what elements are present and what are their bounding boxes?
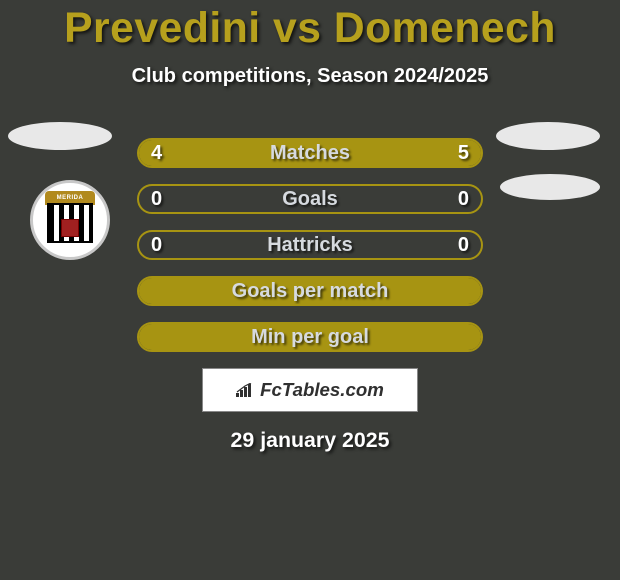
bar-row: 0Hattricks0	[137, 230, 483, 260]
bar-row: 0Goals0	[137, 184, 483, 214]
bar-row: Min per goal	[137, 322, 483, 352]
brand-box: FcTables.com	[202, 368, 418, 412]
bar-value-right: 0	[458, 232, 469, 258]
bar-row: 4Matches5	[137, 138, 483, 168]
bar-label: Goals	[139, 186, 481, 212]
bar-label: Hattricks	[139, 232, 481, 258]
comparison-bars: 4Matches50Goals00Hattricks0Goals per mat…	[137, 138, 483, 352]
brand-bars-icon	[236, 383, 256, 397]
brand-text: FcTables.com	[260, 379, 384, 401]
club-badge-emblem-icon	[61, 219, 79, 237]
player-left-avatar	[8, 122, 112, 150]
bar-label: Goals per match	[139, 278, 481, 304]
club-badge-stripes-icon	[47, 203, 93, 243]
page-title: Prevedini vs Domenech	[0, 0, 620, 53]
bar-label: Matches	[139, 140, 481, 166]
subtitle: Club competitions, Season 2024/2025	[0, 65, 620, 88]
bar-value-right: 0	[458, 186, 469, 212]
title-vs: vs	[273, 4, 321, 52]
date-text: 29 january 2025	[0, 428, 620, 453]
club-badge-left: MERIDA	[30, 180, 110, 260]
club-badge-label: MERIDA	[45, 191, 95, 205]
bar-value-right: 5	[458, 140, 469, 166]
title-left: Prevedini	[64, 4, 261, 52]
bar-row: Goals per match	[137, 276, 483, 306]
player-right-avatar	[496, 122, 600, 150]
player-right-avatar-2	[500, 174, 600, 200]
bar-label: Min per goal	[139, 324, 481, 350]
title-right: Domenech	[334, 4, 556, 52]
